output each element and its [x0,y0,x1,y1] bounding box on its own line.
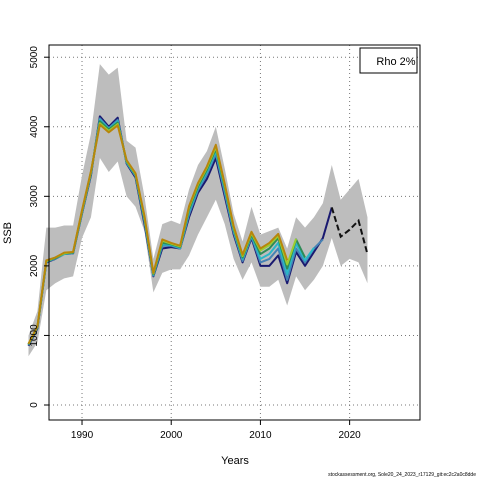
confidence-band-area [28,64,368,357]
confidence-band [28,64,368,357]
y-axis: 0 1000 2000 3000 4000 5000 [29,46,49,408]
y-tick-label-3: 3000 [29,185,40,208]
x-tick-label-1: 2000 [160,430,183,441]
y-tick-label-2: 2000 [29,254,40,277]
x-axis: 1990 2000 2010 2020 [71,420,361,441]
y-tick-label-4: 4000 [29,115,40,138]
x-axis-title: Years [221,455,249,467]
y-tick-label-1: 1000 [29,324,40,347]
y-tick-label-5: 5000 [29,46,40,69]
legend-box [359,47,418,74]
legend-text: Rho 2% [376,56,415,68]
forecast-line [330,207,369,255]
x-tick-label-3: 2020 [338,430,361,441]
x-tick-label-2: 2010 [249,430,272,441]
forecast-series [330,207,369,255]
retro-series-lines [27,115,333,347]
y-axis-title: SSB [2,222,14,244]
plot-frame [48,44,421,421]
y-tick-label-0: 0 [29,402,40,408]
footer-credit: stockassessment.org, Sole20_24_2023_r171… [328,472,476,478]
series-line-5 [27,123,289,345]
legend: Rho 2% [359,47,418,74]
x-tick-label-0: 1990 [71,430,94,441]
grid-lines [49,45,420,420]
